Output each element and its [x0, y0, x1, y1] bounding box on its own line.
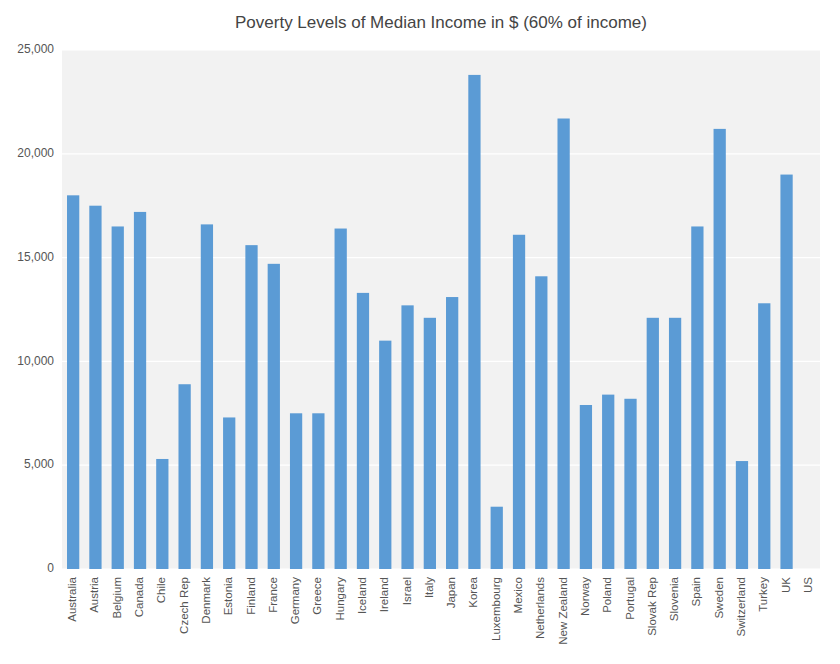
x-tick-label: Luxembourg: [490, 577, 502, 641]
x-tick-label: Netherlands: [534, 577, 546, 639]
grid-line: [62, 257, 820, 258]
x-tick-label: Czech Rep: [178, 577, 190, 634]
bar: [513, 235, 525, 569]
bars: [67, 75, 793, 569]
x-tick-label: Belgium: [111, 577, 123, 619]
bar: [112, 226, 124, 569]
x-tick-label: Austria: [88, 576, 100, 612]
x-tick-label: Portugal: [624, 577, 636, 620]
bar: [491, 507, 503, 569]
bar: [758, 303, 770, 569]
x-tick-label: Germany: [289, 577, 301, 625]
chart-title: Poverty Levels of Median Income in $ (60…: [235, 13, 647, 32]
x-tick-label: US: [802, 577, 814, 593]
x-tick-label: New Zealand: [557, 577, 569, 645]
x-tick-label: Poland: [601, 577, 613, 613]
bar: [268, 264, 280, 569]
grid-line: [62, 361, 820, 362]
y-tick-label: 10,000: [17, 354, 54, 368]
bar: [647, 318, 659, 569]
bar: [223, 417, 235, 569]
bar: [580, 405, 592, 569]
bar: [335, 229, 347, 569]
x-tick-label: Greece: [311, 577, 323, 615]
bar: [201, 224, 213, 569]
x-tick-label: Slovenia: [668, 576, 680, 621]
x-tick-label: Italy: [423, 577, 435, 598]
bar: [379, 341, 391, 569]
x-tick-label: Japan: [445, 577, 457, 608]
bar: [468, 75, 480, 569]
chart-container: 05,00010,00015,00020,00025,000AustraliaA…: [0, 0, 840, 664]
bar: [424, 318, 436, 569]
y-tick-label: 5,000: [24, 457, 54, 471]
x-tick-label: Australia: [66, 576, 78, 621]
y-tick-label: 15,000: [17, 250, 54, 264]
x-tick-label: Finland: [245, 577, 257, 615]
bar: [624, 399, 636, 569]
bar: [357, 293, 369, 569]
bar: [245, 245, 257, 569]
x-tick-label: Turkey: [757, 577, 769, 612]
chart-svg: 05,00010,00015,00020,00025,000AustraliaA…: [0, 0, 840, 664]
x-tick-label: Slovak Rep: [646, 577, 658, 636]
bar: [557, 119, 569, 569]
bar: [669, 318, 681, 569]
x-tick-label: Korea: [467, 576, 479, 607]
y-tick-label: 25,000: [17, 42, 54, 56]
bar: [602, 395, 614, 569]
x-tick-label: Mexico: [512, 577, 524, 613]
x-tick-label: Norway: [579, 577, 591, 616]
grid-line: [62, 465, 820, 466]
x-tick-label: UK: [780, 577, 792, 593]
grid-line: [62, 49, 820, 50]
x-tick-label: Iceland: [356, 577, 368, 614]
x-axis: Australia Austria Belgium Canada Chile Czech …: [66, 576, 814, 644]
bar: [446, 297, 458, 569]
grid-line: [62, 568, 820, 569]
x-tick-label: Spain: [690, 577, 702, 606]
bar: [736, 461, 748, 569]
x-tick-label: Hungary: [334, 577, 346, 621]
bar: [780, 175, 792, 569]
bar: [290, 413, 302, 569]
bar: [535, 276, 547, 569]
x-tick-label: Switzerland: [735, 577, 747, 636]
bar: [714, 129, 726, 569]
bar: [178, 384, 190, 569]
bar: [67, 195, 79, 569]
bar: [89, 206, 101, 569]
bar: [312, 413, 324, 569]
grid-line: [62, 153, 820, 154]
plot-background: [62, 50, 820, 569]
x-tick-label: Canada: [133, 576, 145, 617]
bar: [401, 305, 413, 569]
bar: [134, 212, 146, 569]
bar: [691, 226, 703, 569]
x-tick-label: Ireland: [378, 577, 390, 612]
bar: [156, 459, 168, 569]
x-tick-label: Sweden: [713, 577, 725, 619]
x-tick-label: Denmark: [200, 577, 212, 624]
y-axis: 0 5,000 10,000 15,000 20,000 25,000: [17, 42, 820, 575]
y-tick-label: 20,000: [17, 146, 54, 160]
x-tick-label: Chile: [155, 577, 167, 603]
x-tick-label: Israel: [401, 577, 413, 605]
x-tick-label: Estonia: [222, 576, 234, 615]
y-tick-label: 0: [47, 561, 54, 575]
x-tick-label: France: [267, 577, 279, 613]
